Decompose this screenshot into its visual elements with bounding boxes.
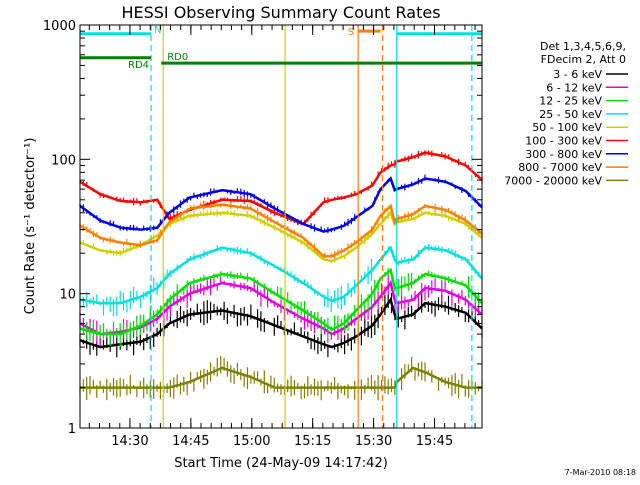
x-tick-label: 15:45 xyxy=(416,434,453,449)
y-axis-label: Count Rate (s⁻¹ detector⁻¹) xyxy=(23,138,38,315)
flag-label-n: N xyxy=(154,25,161,36)
series-9 xyxy=(79,355,483,401)
y-tick-label: 10 xyxy=(59,288,76,303)
flag-layer: N RD4 RD0 S xyxy=(80,25,482,71)
legend-header-line: Det 1,3,4,5,6,9, xyxy=(540,40,626,53)
x-tick-label: 15:15 xyxy=(294,434,331,449)
x-axis-label: Start Time (24-May-09 14:17:42) xyxy=(174,456,388,471)
legend-entry-label: 300 - 800 keV xyxy=(525,148,602,161)
series-line xyxy=(79,210,483,263)
flag-label-rd0: RD0 xyxy=(167,52,188,63)
legend-entry-label: 50 - 100 keV xyxy=(532,121,602,134)
series-layer xyxy=(79,150,483,401)
chart-title: HESSI Observing Summary Count Rates xyxy=(121,3,440,22)
legend-entry-label: 6 - 12 keV xyxy=(546,81,602,94)
x-tick-label: 14:45 xyxy=(172,434,209,449)
legend-entry-label: 100 - 300 keV xyxy=(525,135,602,148)
legend-entry-label: 3 - 6 keV xyxy=(553,68,602,81)
legend-entry-label: 800 - 7000 keV xyxy=(518,161,602,174)
legend: Det 1,3,4,5,6,9,FDecim 2, Att 0 3 - 6 keV… xyxy=(504,40,628,187)
footer-timestamp: 7-Mar-2010 08:18 xyxy=(565,468,636,477)
x-tick-label: 14:30 xyxy=(111,434,148,449)
series-5 xyxy=(79,209,483,264)
vertical-marker-layer xyxy=(150,25,473,428)
plot-frame xyxy=(79,24,483,429)
legend-entry-label: 7000 - 20000 keV xyxy=(504,174,602,187)
x-tick-label: 15:30 xyxy=(355,434,392,449)
legend-header-line: FDecim 2, Att 0 xyxy=(541,53,626,66)
legend-entry-label: 25 - 50 keV xyxy=(539,108,602,121)
flag-label-s: S xyxy=(348,27,354,38)
y-tick-label: 1000 xyxy=(43,19,76,34)
y-tick-label: 100 xyxy=(51,153,76,168)
series-noise xyxy=(79,355,483,401)
x-tick-label: 15:00 xyxy=(233,434,270,449)
flag-label-rd4: RD4 xyxy=(128,60,149,71)
legend-entry-label: 12 - 25 keV xyxy=(539,95,602,108)
series-noise xyxy=(79,209,483,264)
y-tick-label: 1 xyxy=(68,422,76,437)
axis-layer: 1 10 100 1000 14:30 14:45 15:00 15:15 15:30 15:45 xyxy=(43,19,482,449)
